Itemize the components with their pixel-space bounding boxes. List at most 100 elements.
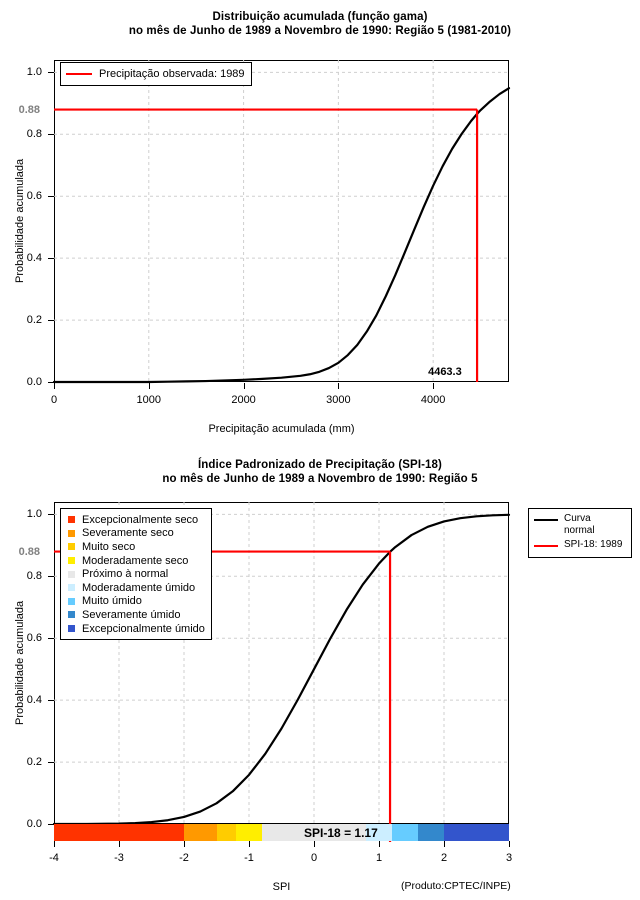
category-color-swatch-icon (68, 529, 75, 537)
legend-label-curve-line2: normal (564, 525, 595, 536)
y-tick-label: 0.0 (26, 376, 42, 388)
highlight-probability-label: 0.88 (18, 545, 40, 558)
spi-y-axis-title: Probabilidade acumulada (14, 600, 26, 725)
y-tick-label: 0.8 (26, 570, 42, 583)
colorbar-band (418, 824, 444, 841)
y-tick-label: 0.4 (26, 694, 42, 707)
category-color-swatch-icon (68, 557, 75, 565)
legend-label-category: Muito seco (82, 540, 136, 553)
colorbar-band (366, 824, 392, 841)
x-tick-label: 1000 (136, 394, 162, 406)
observed-precipitation-annotation: 4463.3 (428, 366, 462, 378)
legend-label-curve: SPI-18: 1989 (564, 539, 622, 551)
x-tick-label: 0 (310, 852, 318, 864)
legend-label-category: Severamente úmido (82, 608, 181, 621)
legend-label-curve-line1: SPI-18: 1989 (564, 539, 623, 550)
highlight-probability-label: 0.88 (18, 103, 40, 116)
gamma-cdf-panel: Distribuição acumulada (função gama) no … (0, 10, 640, 435)
legend-label-category: Excepcionalmente úmido (82, 622, 205, 635)
x-tick-mark (249, 841, 250, 847)
x-tick-mark (119, 841, 120, 847)
category-color-swatch-icon (68, 625, 75, 633)
x-tick-mark (338, 383, 340, 389)
x-tick-mark (379, 841, 380, 847)
produto-credit: (Produto:CPTEC/INPE) (401, 880, 511, 892)
x-tick-mark (444, 841, 445, 847)
y-tick-mark (48, 134, 54, 136)
y-tick-mark (48, 576, 54, 578)
y-tick-mark (48, 382, 54, 383)
legend-label-category: Moderadamente úmido (82, 581, 196, 594)
x-tick-label: 2000 (231, 394, 256, 406)
x-tick-mark (433, 383, 435, 389)
legend-row-category: Muito seco (66, 540, 205, 554)
legend-row-category: Excepcionalmente úmido (66, 622, 205, 636)
legend-label-observed: Precipitação observada: 1989 (99, 67, 245, 80)
legend-row-category: Próximo à normal (66, 567, 205, 581)
curve-line-icon (534, 545, 558, 547)
x-tick-label: 4000 (420, 394, 446, 406)
x-tick-mark (243, 383, 245, 389)
y-tick-label: 0.6 (26, 190, 42, 203)
y-tick-mark (48, 700, 54, 702)
x-tick-label: 1 (375, 852, 383, 864)
colorbar-band (262, 824, 366, 841)
legend-label-curve: Curva normal (564, 513, 595, 537)
colorbar-band (54, 824, 184, 841)
y-tick-label: 0.4 (26, 252, 42, 265)
y-tick-mark (48, 514, 54, 516)
x-tick-mark (509, 841, 510, 847)
spi-title-line-1: Índice Padronizado de Precipitação (SPI-… (198, 459, 442, 471)
x-tick-label: 3000 (326, 394, 351, 406)
gamma-x-axis-title: Precipitação acumulada (mm) (208, 423, 355, 435)
y-tick-mark (48, 258, 54, 260)
y-tick-mark (48, 762, 54, 764)
curve-line-icon (534, 519, 558, 521)
x-tick-label: -1 (244, 852, 254, 864)
y-tick-mark (48, 824, 54, 825)
x-tick-mark (54, 841, 55, 847)
x-tick-mark (184, 841, 185, 847)
legend-row-curve: Curva normal (534, 513, 625, 537)
y-tick-label: 0.8 (26, 128, 42, 141)
gamma-title-line-1: Distribuição acumulada (função gama) (212, 11, 428, 23)
colorbar-band (184, 824, 217, 841)
colorbar-band (392, 824, 418, 841)
category-color-swatch-icon (68, 611, 75, 619)
spi-colorbar (54, 824, 509, 841)
legend-label-category: Severamente seco (82, 527, 174, 540)
legend-row-category: Severamente seco (66, 527, 205, 541)
y-tick-mark (48, 72, 54, 74)
legend-row-category: Excepcionalmente seco (66, 513, 205, 527)
y-tick-mark (48, 196, 54, 198)
spi-chart-title: Índice Padronizado de Precipitação (SPI-… (0, 458, 640, 486)
legend-row-observed: Precipitação observada: 1989 (66, 67, 245, 81)
red-line-icon (66, 72, 92, 75)
x-tick-label: -2 (179, 852, 189, 864)
legend-row-category: Moderadamente seco (66, 554, 205, 568)
legend-label-curve-line1: Curva (564, 513, 591, 524)
category-color-swatch-icon (68, 543, 75, 551)
y-tick-label: 0.2 (26, 756, 42, 769)
legend-label-category: Próximo à normal (82, 568, 169, 581)
gamma-curve-layer (52, 60, 511, 384)
spi-category-legend: Excepcionalmente seco Severamente seco Mui… (60, 508, 212, 641)
legend-row-category: Moderadamente úmido (66, 581, 205, 595)
colorbar-band (444, 824, 509, 841)
y-tick-label: 0.6 (26, 632, 42, 645)
spi-panel: Índice Padronizado de Precipitação (SPI-… (0, 450, 640, 900)
category-color-swatch-icon (68, 570, 75, 578)
category-color-swatch-icon (68, 584, 75, 592)
legend-label-category: Excepcionalmente seco (82, 513, 199, 526)
x-tick-label: 0 (50, 394, 58, 406)
x-tick-label: -3 (114, 852, 124, 864)
y-tick-mark (48, 638, 54, 640)
spi-value-annotation: SPI-18 = 1.17 (304, 826, 378, 840)
legend-label-category: Muito úmido (82, 595, 142, 608)
gamma-title-line-2: no mês de Junho de 1989 a Novembro de 19… (128, 25, 512, 37)
y-tick-label: 1.0 (26, 66, 42, 79)
gamma-chart-title: Distribuição acumulada (função gama) no … (0, 10, 640, 38)
spi-title-line-2: no mês de Junho de 1989 a Novembro de 19… (162, 473, 478, 485)
